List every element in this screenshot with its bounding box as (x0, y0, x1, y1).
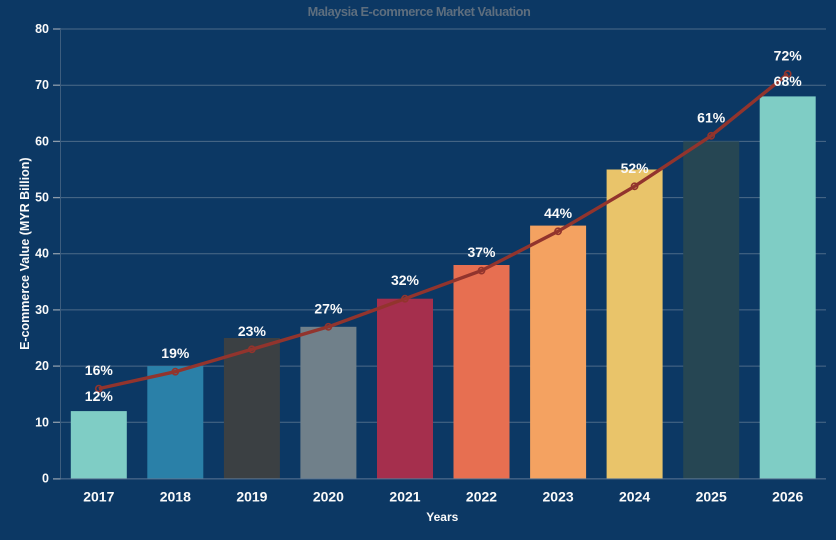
svg-text:2022: 2022 (466, 489, 497, 505)
svg-text:Years: Years (426, 510, 458, 524)
svg-text:44%: 44% (544, 205, 573, 221)
svg-text:20: 20 (35, 359, 49, 373)
svg-text:19%: 19% (161, 345, 190, 361)
svg-text:27%: 27% (314, 300, 343, 316)
svg-text:2025: 2025 (696, 489, 727, 505)
svg-text:2018: 2018 (160, 489, 191, 505)
svg-text:2020: 2020 (313, 489, 344, 505)
svg-text:Malaysia E-commerce Market Val: Malaysia E-commerce Market Valuation (308, 4, 531, 19)
svg-text:E-commerce Value (MYR Billion): E-commerce Value (MYR Billion) (18, 157, 32, 349)
svg-text:12%: 12% (85, 388, 114, 404)
svg-text:70: 70 (35, 78, 49, 92)
svg-text:16%: 16% (85, 362, 114, 378)
svg-text:0: 0 (42, 472, 49, 486)
svg-text:2023: 2023 (543, 489, 574, 505)
svg-text:2024: 2024 (619, 489, 650, 505)
svg-text:37%: 37% (467, 244, 496, 260)
svg-text:30: 30 (35, 303, 49, 317)
svg-text:50: 50 (35, 191, 49, 205)
svg-text:80: 80 (35, 22, 49, 36)
svg-text:10: 10 (35, 415, 49, 429)
svg-text:60: 60 (35, 134, 49, 148)
svg-text:32%: 32% (391, 272, 420, 288)
svg-text:61%: 61% (697, 109, 726, 125)
svg-text:2019: 2019 (236, 489, 267, 505)
svg-text:68%: 68% (774, 73, 803, 89)
svg-text:52%: 52% (621, 160, 650, 176)
svg-text:40: 40 (35, 247, 49, 261)
svg-text:2026: 2026 (772, 489, 803, 505)
svg-text:23%: 23% (238, 323, 267, 339)
svg-text:2021: 2021 (389, 489, 420, 505)
svg-text:2017: 2017 (83, 489, 114, 505)
svg-text:72%: 72% (774, 48, 803, 64)
